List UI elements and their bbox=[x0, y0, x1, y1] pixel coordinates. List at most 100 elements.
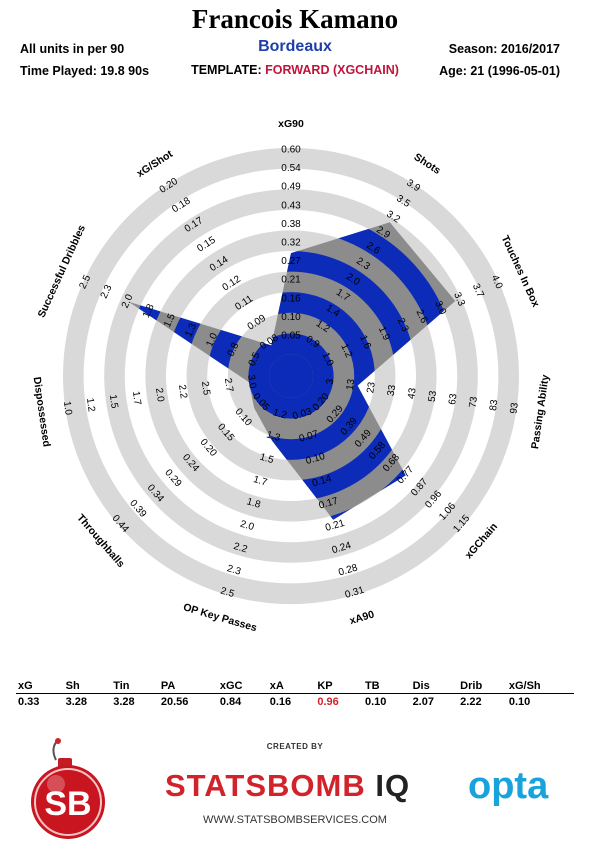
tick-label-3-7: 73 bbox=[468, 396, 481, 409]
stat-value-1: 3.28 bbox=[65, 696, 88, 708]
tick-label-2-2: 1.6 bbox=[357, 334, 373, 352]
stat-header-7: TB bbox=[362, 680, 411, 694]
stat-value-4: 0.84 bbox=[219, 696, 242, 708]
tick-label-6-7: 2.3 bbox=[226, 563, 243, 578]
tick-label-9-2: 1.0 bbox=[204, 331, 220, 349]
stats-table: xG Sh Tin PA xGC xA KP TB Dis Drib xG/Sh 0.33 3.28 3… bbox=[16, 680, 574, 708]
tick-label-9-1: 0.8 bbox=[226, 341, 242, 359]
player-name: Francois Kamano bbox=[191, 4, 399, 34]
stat-value-2: 3.28 bbox=[113, 696, 135, 708]
template-label: TEMPLATE: bbox=[191, 63, 262, 77]
tick-label-3-1: 13 bbox=[345, 378, 358, 391]
tick-label-0-2: 0.16 bbox=[281, 293, 301, 304]
tick-label-3-6: 63 bbox=[447, 393, 460, 406]
radar-chart: 0.050.100.160.210.270.320.380.430.490.54… bbox=[31, 118, 552, 634]
template-line: TEMPLATE: FORWARD (XGCHAIN) bbox=[0, 63, 590, 77]
axis-label-10: xG/Shot bbox=[135, 148, 176, 180]
stats-value-row: 0.33 3.28 3.28 20.56 0.84 0.16 0.96 0.10 2.07 2.2… bbox=[16, 694, 574, 708]
tick-label-8-7: 1.2 bbox=[84, 397, 97, 413]
stat-value-5: 0.16 bbox=[269, 696, 292, 708]
stat-value-8: 2.07 bbox=[412, 696, 434, 708]
tick-label-2-7: 3.3 bbox=[451, 291, 467, 309]
season: Season: 2016/2017 bbox=[448, 42, 560, 56]
tick-label-8-3: 2.2 bbox=[176, 384, 189, 400]
stats-header-row: xG Sh Tin PA xGC xA KP TB Dis Drib xG/Sh bbox=[16, 680, 574, 694]
axis-label-3: Passing Ability bbox=[529, 374, 552, 450]
axis-label-4: xGChain bbox=[463, 521, 500, 562]
tick-label-9-5: 1.8 bbox=[141, 302, 157, 320]
tick-label-8-6: 1.5 bbox=[107, 394, 120, 410]
tick-label-5-3: 0.14 bbox=[311, 473, 333, 489]
tick-label-3-5: 53 bbox=[427, 390, 440, 403]
tick-label-8-1: 2.7 bbox=[222, 377, 235, 393]
tick-label-6-6: 2.2 bbox=[232, 541, 249, 556]
stat-header-6: KP bbox=[315, 680, 363, 694]
brand-iq: IQ bbox=[375, 768, 411, 803]
stat-header-8: Dis bbox=[410, 680, 459, 694]
tick-label-9-0: 0.5 bbox=[247, 350, 263, 368]
tick-label-6-0: 1.2 bbox=[271, 407, 288, 422]
tick-label-8-4: 2.0 bbox=[153, 387, 166, 403]
tick-label-0-0: 0.05 bbox=[281, 331, 301, 342]
stat-value-6: 0.96 bbox=[317, 696, 339, 708]
tick-label-6-2: 1.5 bbox=[258, 452, 275, 467]
stat-header-2: Tin bbox=[111, 680, 159, 694]
tick-label-0-8: 0.49 bbox=[281, 182, 301, 193]
axis-label-6: OP Key Passes bbox=[182, 601, 259, 634]
tick-label-3-3: 33 bbox=[386, 384, 399, 397]
tick-label-8-8: 1.0 bbox=[61, 401, 74, 417]
tick-label-3-8: 83 bbox=[488, 398, 501, 411]
axis-label-8: Dispossessed bbox=[31, 376, 53, 448]
tick-label-3-9: 93 bbox=[508, 401, 521, 414]
tick-label-0-5: 0.32 bbox=[281, 238, 301, 249]
axis-label-0: xG90 bbox=[278, 118, 304, 130]
tick-label-8-5: 1.7 bbox=[130, 391, 143, 407]
tick-label-8-2: 2.5 bbox=[199, 381, 212, 397]
created-by: CREATED BY bbox=[266, 742, 324, 751]
tick-label-6-8: 2.5 bbox=[219, 586, 236, 601]
tick-label-9-6: 2.0 bbox=[120, 292, 136, 310]
axis-label-5: xA90 bbox=[348, 608, 376, 627]
tick-label-0-9: 0.54 bbox=[281, 163, 301, 174]
tick-label-2-9: 4.0 bbox=[489, 273, 505, 291]
radar-polygon-bands bbox=[128, 222, 456, 520]
tick-label-9-3: 1.3 bbox=[183, 321, 199, 339]
tick-label-6-1: 1.3 bbox=[265, 429, 282, 444]
tick-label-2-4: 2.3 bbox=[395, 316, 411, 334]
time-played: Time Played: 19.8 90s bbox=[20, 64, 150, 78]
stat-header-1: Sh bbox=[63, 680, 112, 694]
stat-value-0: 0.33 bbox=[18, 696, 40, 708]
tick-label-0-7: 0.43 bbox=[281, 200, 301, 211]
tick-label-2-1: 1.2 bbox=[338, 342, 354, 360]
tick-label-6-5: 2.0 bbox=[239, 519, 256, 534]
axis-label-1: Shots bbox=[412, 151, 443, 177]
tick-label-0-3: 0.21 bbox=[281, 275, 301, 286]
units-note: All units in per 90 bbox=[20, 42, 125, 56]
tick-label-5-6: 0.24 bbox=[331, 540, 353, 556]
stat-header-0: xG bbox=[16, 680, 64, 694]
stat-header-4: xGC bbox=[217, 680, 268, 694]
tick-label-8-0: 3.0 bbox=[245, 374, 258, 390]
statsbomb-bomb-logo: SB bbox=[31, 738, 105, 839]
tick-label-5-8: 0.31 bbox=[344, 585, 366, 601]
tick-label-3-0: 3 bbox=[325, 378, 337, 386]
website-url: WWW.STATSBOMBSERVICES.COM bbox=[203, 814, 387, 826]
stat-header-9: Drib bbox=[458, 680, 507, 694]
tick-label-6-4: 1.8 bbox=[245, 496, 262, 511]
tick-label-0-4: 0.27 bbox=[281, 256, 301, 267]
stat-value-10: 0.10 bbox=[508, 696, 531, 708]
logo-text: SB bbox=[44, 785, 91, 823]
tick-label-0-6: 0.38 bbox=[281, 219, 301, 230]
tick-label-5-7: 0.28 bbox=[337, 562, 359, 578]
tick-label-5-1: 0.07 bbox=[298, 429, 320, 445]
stat-value-9: 2.22 bbox=[460, 696, 482, 708]
stat-header-5: xA bbox=[267, 680, 316, 694]
tick-label-9-8: 2.5 bbox=[78, 273, 94, 291]
tick-label-2-3: 1.9 bbox=[376, 325, 392, 343]
tick-label-9-7: 2.3 bbox=[99, 283, 115, 301]
tick-label-5-2: 0.10 bbox=[305, 451, 327, 467]
radar-center bbox=[269, 354, 313, 398]
tick-label-5-0: 0.03 bbox=[291, 406, 313, 422]
tick-label-2-0: 1.0 bbox=[320, 351, 336, 369]
tick-label-6-3: 1.7 bbox=[252, 474, 269, 489]
